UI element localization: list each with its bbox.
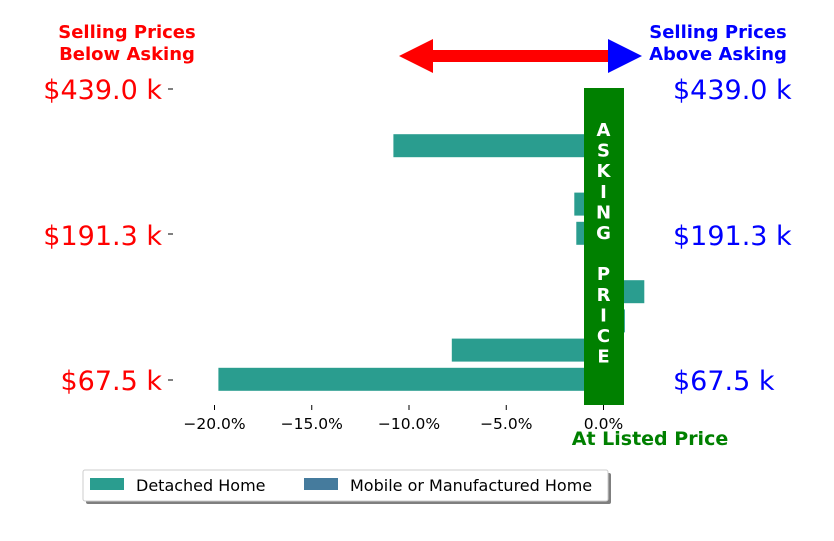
arrow-shaft-left xyxy=(430,50,520,62)
arrow-shaft-right xyxy=(520,50,610,62)
bar-3 xyxy=(574,192,584,216)
price-label-right-mid: $191.3 k xyxy=(673,221,792,252)
x-tick-label-4: 0.0% xyxy=(584,415,623,433)
asking-letter-3: I xyxy=(600,182,607,203)
x-axis: −20.0% −15.0% −10.0% −5.0% 0.0% xyxy=(183,405,623,433)
asking-letter-2: K xyxy=(597,161,612,182)
legend-box xyxy=(82,469,609,502)
legend: Detached Home Mobile or Manufactured Hom… xyxy=(82,469,611,504)
asking-letter-1: S xyxy=(597,141,610,162)
price-label-right-bottom: $67.5 k xyxy=(673,366,775,397)
legend-swatch-mobile xyxy=(304,478,338,490)
asking-letter-10: C xyxy=(597,326,610,347)
below-asking-header-line1: Selling Prices xyxy=(58,22,195,43)
asking-price-bar xyxy=(584,88,624,405)
legend-label-detached: Detached Home xyxy=(136,476,266,495)
price-label-right-top: $439.0 k xyxy=(673,75,792,106)
asking-letter-8: R xyxy=(597,285,611,306)
above-asking-header-line2: Above Asking xyxy=(649,44,787,65)
price-label-left-mid: $191.3 k xyxy=(43,221,162,252)
bar-8 xyxy=(451,338,584,362)
bar-9 xyxy=(218,367,584,391)
asking-letter-0: A xyxy=(597,120,611,141)
x-tick-label-3: −5.0% xyxy=(480,415,532,433)
price-label-left-top: $439.0 k xyxy=(43,75,162,106)
arrow-head-right xyxy=(608,39,642,73)
x-tick-label-2: −10.0% xyxy=(378,415,440,433)
bar-4 xyxy=(576,221,584,245)
legend-swatch-detached xyxy=(90,478,124,490)
x-tick-label-0: −20.0% xyxy=(183,415,245,433)
asking-letter-7: P xyxy=(597,264,610,285)
bars-group xyxy=(218,134,645,391)
direction-arrow xyxy=(399,39,642,73)
legend-label-mobile: Mobile or Manufactured Home xyxy=(350,476,592,495)
at-listed-price-label: At Listed Price xyxy=(572,428,728,450)
asking-letter-11: E xyxy=(597,347,609,368)
asking-letter-4: N xyxy=(596,202,611,223)
above-asking-header-line1: Selling Prices xyxy=(649,22,786,43)
arrow-head-left xyxy=(399,39,433,73)
price-label-left-bottom: $67.5 k xyxy=(60,366,162,397)
asking-letter-9: I xyxy=(600,305,607,326)
x-tick-label-1: −15.0% xyxy=(281,415,343,433)
below-asking-header-line2: Below Asking xyxy=(59,44,195,65)
bar-1 xyxy=(393,134,584,158)
asking-letter-5: G xyxy=(596,223,611,244)
